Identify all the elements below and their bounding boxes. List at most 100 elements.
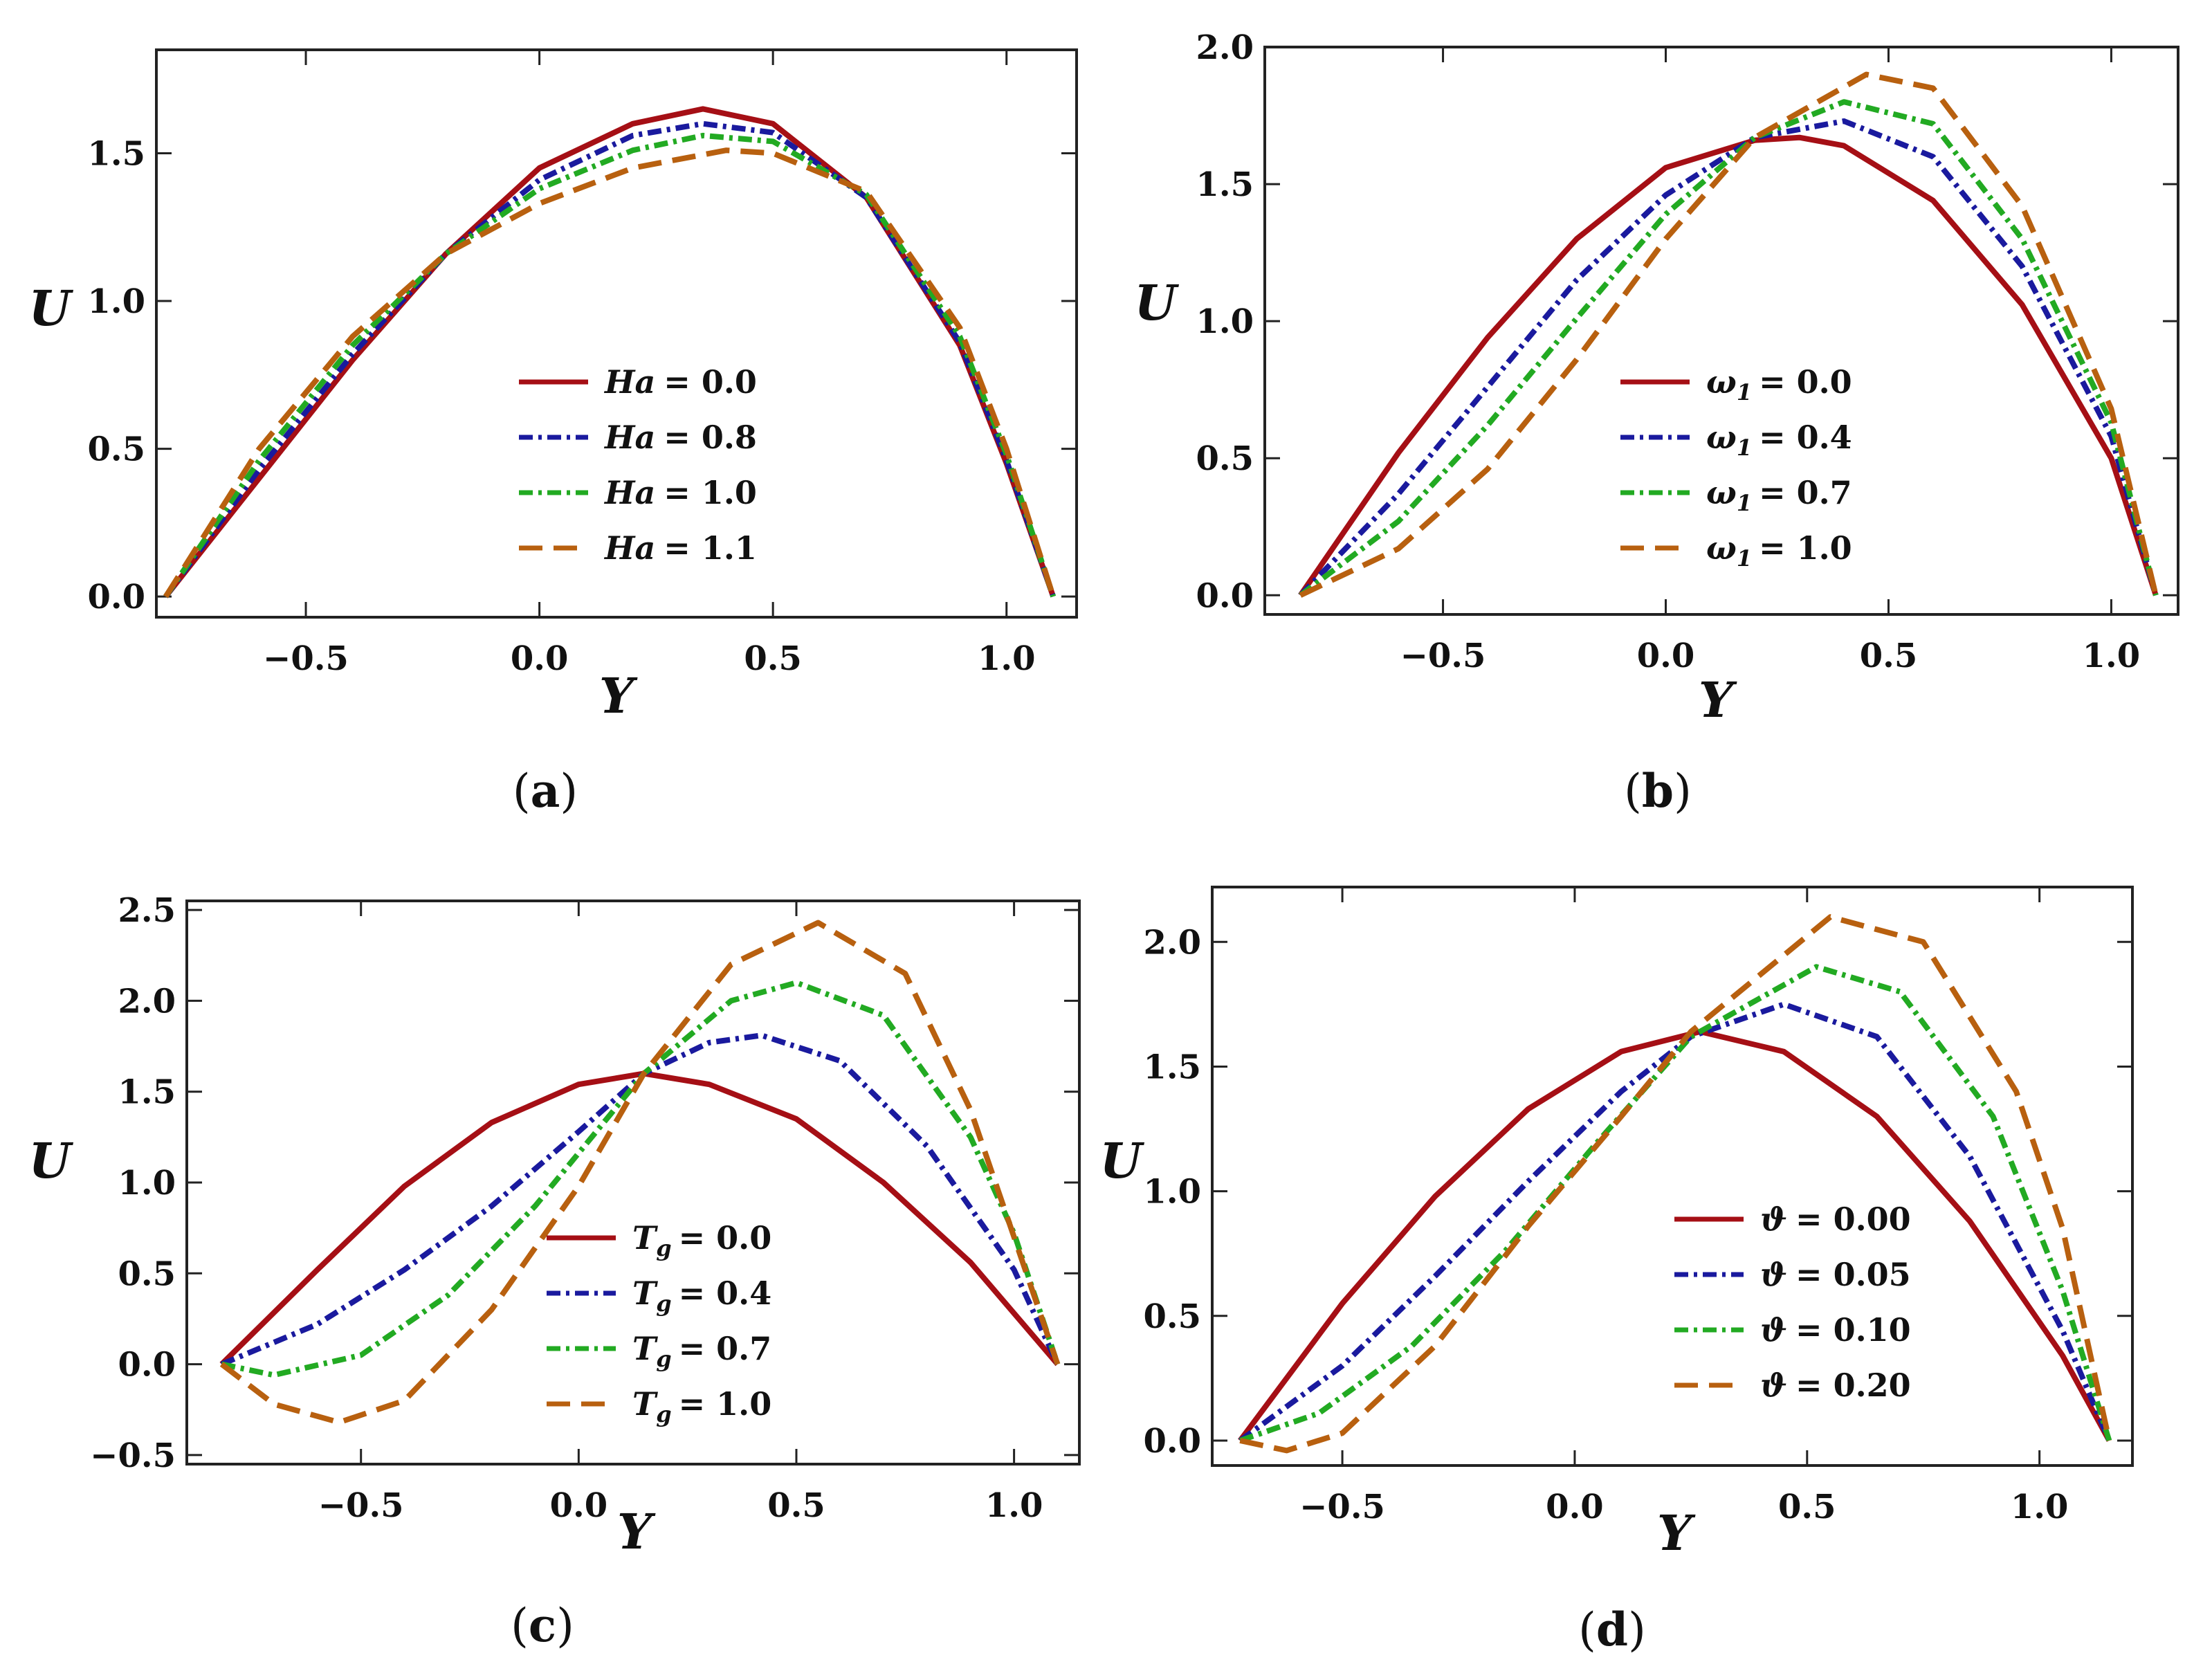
panel-label-letter: b [1642, 764, 1674, 818]
x-tick-label: 0.5 [767, 1486, 825, 1525]
chart-panel-c: −0.5 0.0 0.5 1.0 −0.5 0.0 0.5 1.0 1.5 2.0 2.5 U Y (c)… [28, 891, 1081, 1652]
series-line-1 [163, 106, 1056, 599]
y-tick-label: 1.5 [1196, 165, 1254, 204]
series-line-3 [221, 980, 1061, 1378]
legend-subscript: g [656, 1290, 671, 1317]
panel-label-letter: d [1596, 1603, 1628, 1656]
legend-symbol: Ha [603, 474, 655, 511]
chart-panel-b: −0.5 0.0 0.5 1.00.00.51.01.52.0UY(b)ω1 = 0.0… [1134, 28, 2179, 818]
x-tick-label: 1.0 [2083, 637, 2141, 675]
legend-value: = 0.8 [664, 419, 757, 456]
legend-value: = 0.0 [1759, 363, 1852, 401]
legend-value: = 1.0 [1759, 529, 1852, 567]
legend-subscript: g [656, 1235, 671, 1261]
legend-symbol: ω [1706, 529, 1737, 567]
legend-subscript: 1 [1737, 379, 1752, 405]
y-axis-label: U [1134, 274, 1179, 331]
chart-panel-d: −0.5 0.0 0.5 1.00.00.51.01.52.0UY(d)ϑ = 0.00… [1099, 886, 2134, 1656]
legend: Ha = 0.0Ha = 0.8Ha = 1.0Ha = 1.1 [519, 363, 757, 567]
legend-symbol: Ha [603, 419, 655, 456]
legend-subscript: g [656, 1346, 671, 1372]
panel-label: (c) [511, 1598, 574, 1652]
x-tick-label: 0.0 [511, 639, 569, 678]
legend-symbol: Ha [603, 529, 655, 567]
y-tick-label: 2.5 [118, 891, 176, 930]
panel-label-letter: c [529, 1598, 556, 1652]
x-tick-label: −0.5 [1400, 637, 1486, 675]
y-tick-label: 0.0 [118, 1346, 176, 1385]
legend-value: = 1.0 [679, 1385, 772, 1423]
series-line-3 [1299, 99, 2159, 598]
legend-symbol: ϑ [1760, 1256, 1787, 1293]
series-line-4 [1239, 914, 2112, 1454]
y-tick-label: 0.5 [1196, 439, 1254, 478]
legend-value: = 0.7 [679, 1330, 772, 1367]
x-tick-label: 1.0 [985, 1486, 1043, 1525]
y-tick-label: 2.0 [1143, 923, 1201, 962]
x-tick-label: 0.0 [550, 1486, 608, 1525]
plot-frame [1211, 886, 2134, 1467]
y-tick-label: 0.5 [1143, 1297, 1201, 1336]
y-tick-label: −0.5 [90, 1436, 176, 1475]
panel-label-letter: a [531, 764, 560, 818]
x-tick-label: −0.5 [318, 1486, 404, 1525]
x-tick-label: 0.5 [744, 639, 802, 678]
x-tick-label: 1.0 [2011, 1488, 2069, 1526]
panel-label: (a) [513, 764, 578, 818]
series-line-2 [1238, 1001, 2112, 1443]
panel-label-close: ) [556, 1599, 574, 1652]
legend-entry-4: Tg = 1.0 [632, 1385, 771, 1427]
panel-label: (d) [1578, 1603, 1646, 1656]
series-line-3 [163, 132, 1056, 599]
x-axis-label: Y [1699, 671, 1737, 729]
legend-entry-2: Ha = 0.8 [603, 419, 757, 456]
series-line-4 [219, 920, 1061, 1425]
panel-label: (b) [1624, 764, 1692, 818]
panel-label-open: ( [1578, 1603, 1596, 1656]
series-line-4 [163, 147, 1057, 599]
legend-entry-4: Ha = 1.1 [603, 529, 757, 567]
legend-value: = 0.4 [1759, 419, 1852, 456]
y-tick-label: 0.0 [87, 578, 145, 617]
panel-label-open: ( [1624, 765, 1642, 818]
legend-value: = 0.00 [1795, 1200, 1911, 1238]
legend-symbol: ω [1706, 419, 1737, 456]
x-tick-label: 0.0 [1546, 1488, 1604, 1526]
y-tick-label: 0.5 [87, 430, 145, 469]
y-tick-label: 0.0 [1143, 1422, 1201, 1461]
legend-entry-1: ω1 = 0.0 [1706, 363, 1852, 405]
legend-subscript: 1 [1737, 490, 1752, 516]
y-tick-label: 1.0 [87, 282, 145, 321]
legend-symbol: ϑ [1760, 1200, 1787, 1238]
series-line-1 [1298, 134, 2159, 597]
y-tick-label: 1.0 [1143, 1173, 1201, 1212]
x-axis-label: Y [617, 1503, 656, 1560]
legend-value: = 0.20 [1795, 1367, 1911, 1404]
legend-entry-3: ϑ = 0.10 [1760, 1311, 1911, 1349]
legend-value: = 1.0 [664, 474, 757, 511]
series-line-2 [220, 1032, 1061, 1367]
y-tick-label: 1.5 [1143, 1048, 1201, 1086]
x-tick-label: 0.0 [1637, 637, 1695, 675]
legend-symbol: ω [1706, 363, 1737, 401]
legend-symbol: T [632, 1219, 659, 1257]
legend-symbol: ϑ [1760, 1367, 1787, 1404]
chart-panel-a: −0.5 0.0 0.5 1.00.00.51.01.5UY(a)Ha = 0.0Ha =… [28, 48, 1078, 818]
x-axis-label: Y [1657, 1504, 1696, 1562]
x-tick-label: −0.5 [263, 639, 349, 678]
legend-entry-3: Tg = 0.7 [632, 1330, 771, 1372]
legend-subscript: g [656, 1401, 671, 1427]
series-line-4 [1299, 71, 2159, 598]
legend-entry-1: Ha = 0.0 [603, 363, 757, 401]
panel-label-close: ) [1674, 765, 1692, 818]
plot-frame [185, 900, 1081, 1466]
legend-entry-3: Ha = 1.0 [603, 474, 757, 511]
legend-entry-4: ω1 = 1.0 [1706, 529, 1852, 572]
legend: ω1 = 0.0ω1 = 0.4ω1 = 0.7ω1 = 1.0 [1620, 363, 1852, 572]
x-tick-label: 0.5 [1778, 1488, 1836, 1526]
panel-label-open: ( [511, 1599, 529, 1652]
plot-frame [155, 48, 1078, 619]
legend-entry-3: ω1 = 0.7 [1706, 474, 1852, 516]
y-tick-label: 0.0 [1196, 576, 1254, 615]
